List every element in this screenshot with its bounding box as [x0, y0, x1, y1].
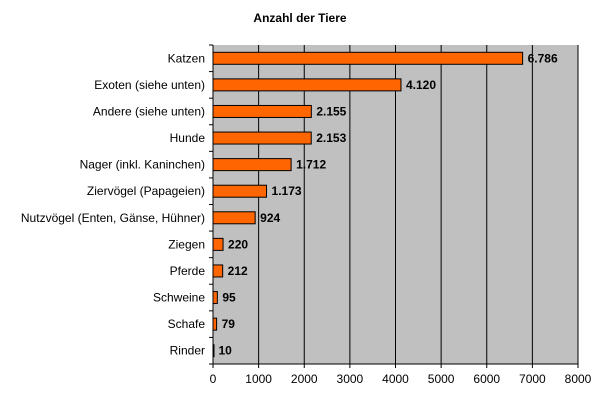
x-tick-label: 6000	[473, 372, 500, 386]
category-label: Schafe	[168, 317, 206, 331]
x-tick-label: 2000	[291, 372, 318, 386]
data-label: 10	[218, 344, 232, 358]
category-label: Ziervögel (Papageien)	[87, 184, 205, 198]
category-label: Ziegen	[168, 237, 205, 251]
category-label: Schweine	[153, 291, 205, 305]
category-label: Nager (inkl. Kaninchen)	[80, 158, 205, 172]
data-label: 220	[228, 237, 248, 251]
x-tick-label: 0	[210, 372, 217, 386]
bar	[212, 51, 524, 65]
bar	[212, 104, 312, 118]
data-label: 2.153	[316, 131, 346, 145]
bar	[212, 264, 224, 278]
x-tick-label: 3000	[337, 372, 364, 386]
x-tick-label: 7000	[519, 372, 546, 386]
data-label: 79	[222, 317, 236, 331]
x-tick-label: 5000	[428, 372, 455, 386]
data-label: 1.712	[296, 158, 326, 172]
bar	[212, 344, 215, 358]
bar	[212, 158, 292, 172]
chart-title: Anzahl der Tiere	[253, 11, 346, 25]
bar	[212, 211, 256, 225]
x-tick-label: 8000	[565, 372, 592, 386]
data-label: 2.155	[316, 104, 346, 118]
bar	[212, 184, 268, 198]
bar	[212, 317, 218, 331]
data-label: 95	[222, 291, 236, 305]
category-label: Exoten (siehe unten)	[94, 78, 205, 92]
data-label: 1.173	[272, 184, 302, 198]
data-label: 4.120	[406, 78, 436, 92]
bar	[212, 78, 402, 92]
x-tick-label: 1000	[245, 372, 272, 386]
plot-area	[209, 44, 579, 368]
bar	[212, 237, 224, 251]
data-label: 6.786	[528, 51, 558, 65]
category-label: Nutzvögel (Enten, Gänse, Hühner)	[21, 211, 205, 225]
labels: 0 1000 2000 3000 4000 5000 6000 7000 8000 Katzen 6…	[21, 51, 592, 386]
data-label: 924	[260, 211, 280, 225]
bar	[212, 291, 218, 305]
category-label: Rinder	[170, 344, 205, 358]
x-tick-label: 4000	[382, 372, 409, 386]
category-label: Hunde	[170, 131, 206, 145]
bars	[212, 51, 524, 358]
bar	[212, 131, 312, 145]
category-label: Pferde	[170, 264, 206, 278]
category-label: Andere (siehe unten)	[93, 104, 205, 118]
data-label: 212	[228, 264, 248, 278]
category-label: Katzen	[168, 51, 205, 65]
